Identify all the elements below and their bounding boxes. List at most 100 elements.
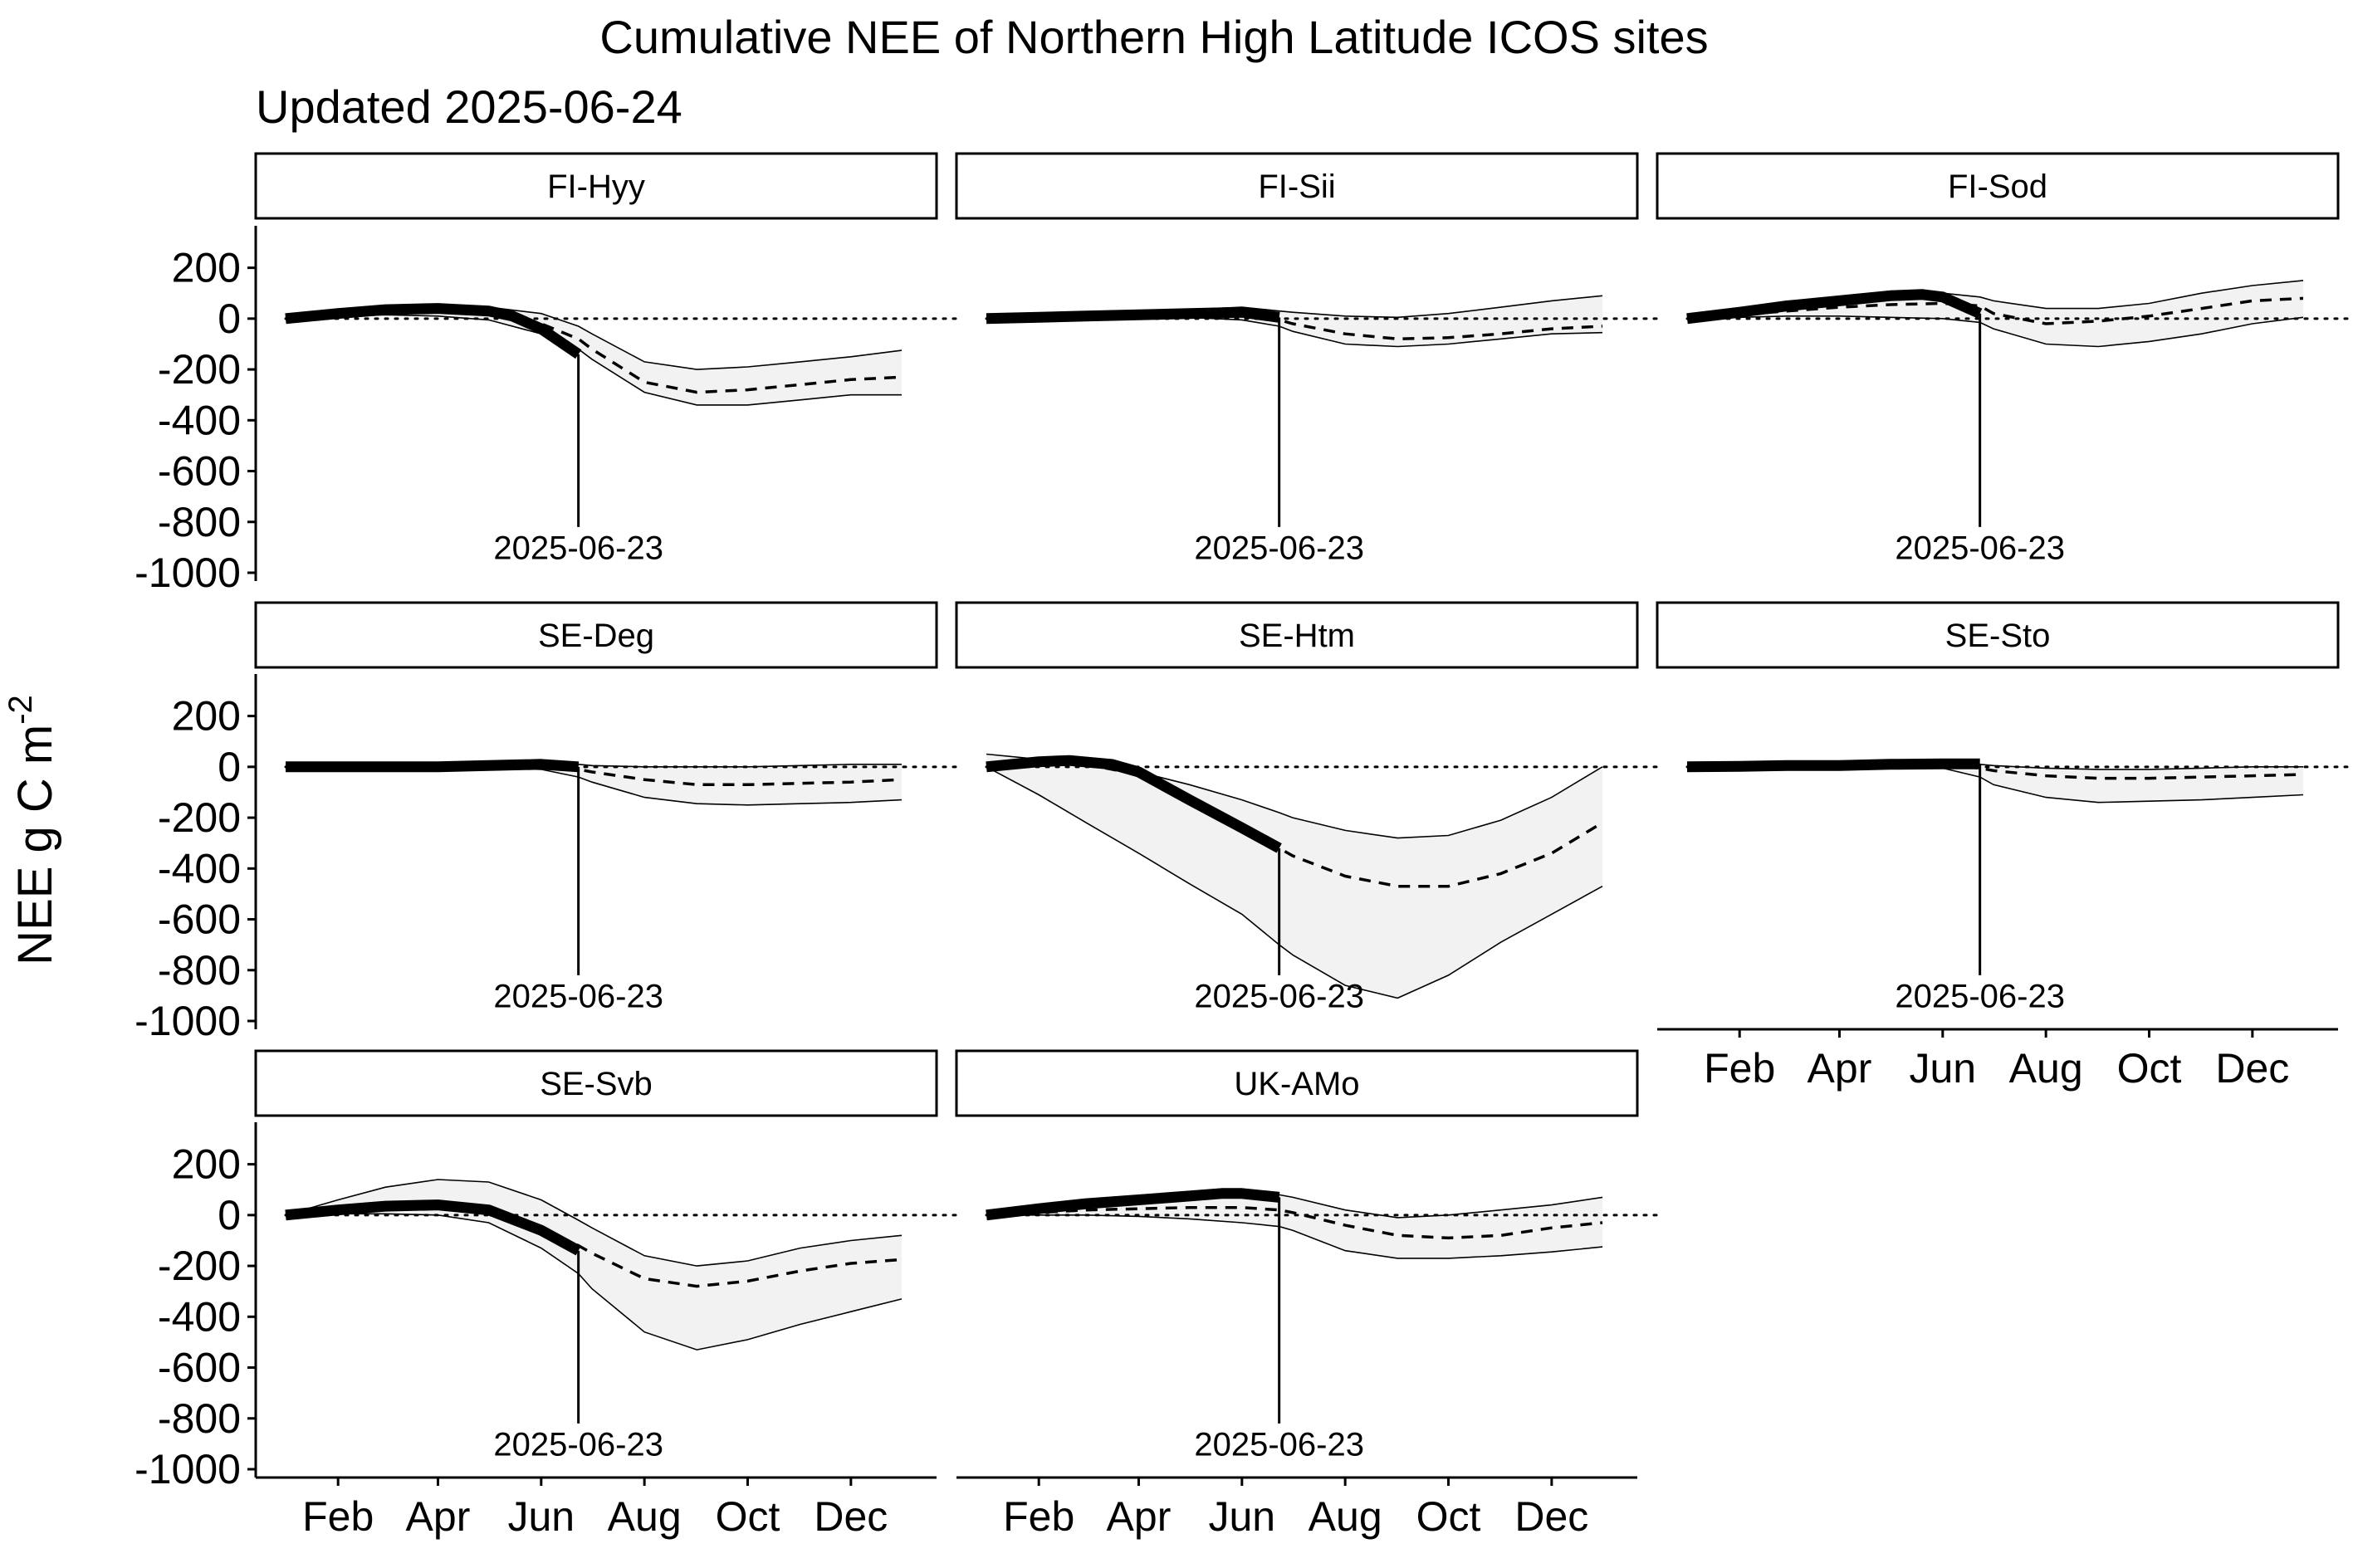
y-axis-label: NEE g C m-2 — [2, 695, 62, 965]
y-tick-label: -600 — [158, 896, 241, 943]
facet-strip-label: FI-Hyy — [547, 169, 645, 205]
uncertainty-band — [286, 763, 902, 805]
facet-strip-box — [955, 152, 1639, 220]
facet-strip-box — [1656, 601, 2340, 669]
facet-panel: 2025-06-23 Feb Apr Jun Aug Oct Dec — [1657, 758, 2353, 1092]
uncertainty-band — [986, 1190, 1602, 1258]
upper-bound-line — [285, 1179, 903, 1267]
facet-strip-label: SE-Htm — [1239, 618, 1355, 654]
lower-bound-line — [986, 766, 1603, 999]
facet-strip-label: FI-Sod — [1948, 169, 2047, 205]
facet-strip: FI-Sii — [955, 152, 1639, 220]
y-tick-label: 200 — [172, 1141, 241, 1188]
x-tick-label: Jun — [507, 1493, 575, 1540]
current-date-label: 2025-06-23 — [1895, 978, 2065, 1014]
y-tick-label: -1000 — [135, 998, 241, 1044]
x-tick-label: Aug — [2009, 1045, 2083, 1092]
current-date-label: 2025-06-23 — [493, 978, 663, 1014]
y-tick-label: -600 — [158, 448, 241, 495]
x-tick-label: Oct — [716, 1493, 780, 1540]
current-year-line — [1686, 289, 1983, 325]
facet-strip-label: SE-Sto — [1945, 618, 2051, 654]
facet-strip: FI-Hyy — [254, 152, 938, 220]
facet-strip-box — [1656, 152, 2340, 220]
facet-strip: SE-Deg — [254, 601, 938, 669]
facet-strip-label: FI-Sii — [1258, 169, 1335, 205]
facet-panel: 2025-06-23 — [985, 295, 1664, 566]
y-tick-label: -400 — [158, 397, 241, 443]
lower-bound-line — [285, 314, 902, 406]
current-date-label: 2025-06-23 — [493, 530, 663, 566]
facet-strip-box — [254, 601, 938, 669]
x-tick-label: Dec — [1514, 1493, 1588, 1540]
facet-panel: 2025-06-23 Feb Apr Jun Aug Oct Dec — [956, 1188, 1664, 1540]
uncertainty-band — [986, 296, 1602, 347]
y-tick-label: -800 — [158, 1395, 241, 1442]
x-tick-label: Apr — [1107, 1493, 1172, 1540]
facet-strip-box — [955, 1049, 1639, 1117]
x-tick-label: Aug — [608, 1493, 682, 1540]
current-year-line — [986, 306, 1280, 325]
facet-strip: SE-Svb — [254, 1049, 938, 1117]
current-date-label: 2025-06-23 — [1194, 530, 1364, 566]
current-year-line — [986, 755, 1282, 853]
facet-strip: UK-AMo — [955, 1049, 1639, 1117]
facet-panel: 2025-06-23 — [1685, 280, 2353, 566]
chart-subtitle: Updated 2025-06-24 — [256, 81, 682, 133]
current-year-line — [285, 303, 582, 359]
facet-strip-box — [254, 152, 938, 220]
facet-strip-label: SE-Deg — [538, 618, 654, 654]
chart-title: Cumulative NEE of Northern High Latitude… — [599, 11, 1708, 63]
facet-panels: FI-Hyy2025-06-232000-200-400-600-800-100… — [135, 152, 2353, 1540]
facet-panel: 2025-06-23 — [985, 753, 1664, 1014]
y-tick-label: -200 — [158, 1243, 241, 1289]
uncertainty-band — [286, 307, 902, 405]
facet-strip: FI-Sod — [1656, 152, 2340, 220]
uncertainty-band — [286, 1180, 902, 1351]
x-tick-label: Dec — [2215, 1045, 2289, 1092]
lower-bound-line — [1686, 315, 2304, 348]
x-tick-label: Oct — [2117, 1045, 2182, 1092]
y-tick-label: -800 — [158, 499, 241, 545]
x-tick-label: Oct — [1416, 1493, 1481, 1540]
uncertainty-band — [1687, 280, 2303, 347]
current-date-label: 2025-06-23 — [1194, 1426, 1364, 1463]
lower-bound-line — [285, 1213, 903, 1351]
facet-strip-label: UK-AMo — [1234, 1066, 1359, 1102]
facet-strip-box — [955, 601, 1639, 669]
y-tick-label: 200 — [172, 693, 241, 740]
x-tick-label: Apr — [1808, 1045, 1872, 1092]
y-tick-label: -400 — [158, 1293, 241, 1340]
y-tick-label: 0 — [218, 296, 241, 342]
y-tick-label: -600 — [158, 1345, 241, 1391]
facet-strip: SE-Htm — [955, 601, 1639, 669]
x-tick-label: Feb — [1003, 1493, 1074, 1540]
current-year-line — [285, 1199, 581, 1256]
facet-strip-box — [254, 1049, 938, 1117]
y-tick-label: -400 — [158, 845, 241, 891]
x-tick-label: Jun — [1208, 1493, 1275, 1540]
uncertainty-band — [1687, 763, 2303, 803]
y-tick-label: 0 — [218, 744, 241, 790]
current-year-line — [286, 759, 580, 773]
facet-strip-label: SE-Svb — [540, 1066, 653, 1102]
facet-strip: SE-Sto — [1656, 601, 2340, 669]
x-tick-label: Jun — [1909, 1045, 1976, 1092]
x-tick-label: Dec — [814, 1493, 888, 1540]
current-year-line — [986, 1188, 1280, 1221]
x-tick-label: Feb — [1704, 1045, 1775, 1092]
x-tick-label: Apr — [406, 1493, 471, 1540]
y-axis-label-exponent: -2 — [2, 695, 39, 725]
y-tick-label: -1000 — [135, 550, 241, 596]
x-tick-label: Aug — [1309, 1493, 1382, 1540]
y-tick-label: 200 — [172, 245, 241, 291]
x-tick-label: Feb — [302, 1493, 374, 1540]
mean-line — [986, 1205, 1603, 1240]
current-date-label: 2025-06-23 — [1194, 978, 1364, 1014]
current-date-label: 2025-06-23 — [1895, 530, 2065, 566]
uncertainty-band — [986, 754, 1602, 999]
